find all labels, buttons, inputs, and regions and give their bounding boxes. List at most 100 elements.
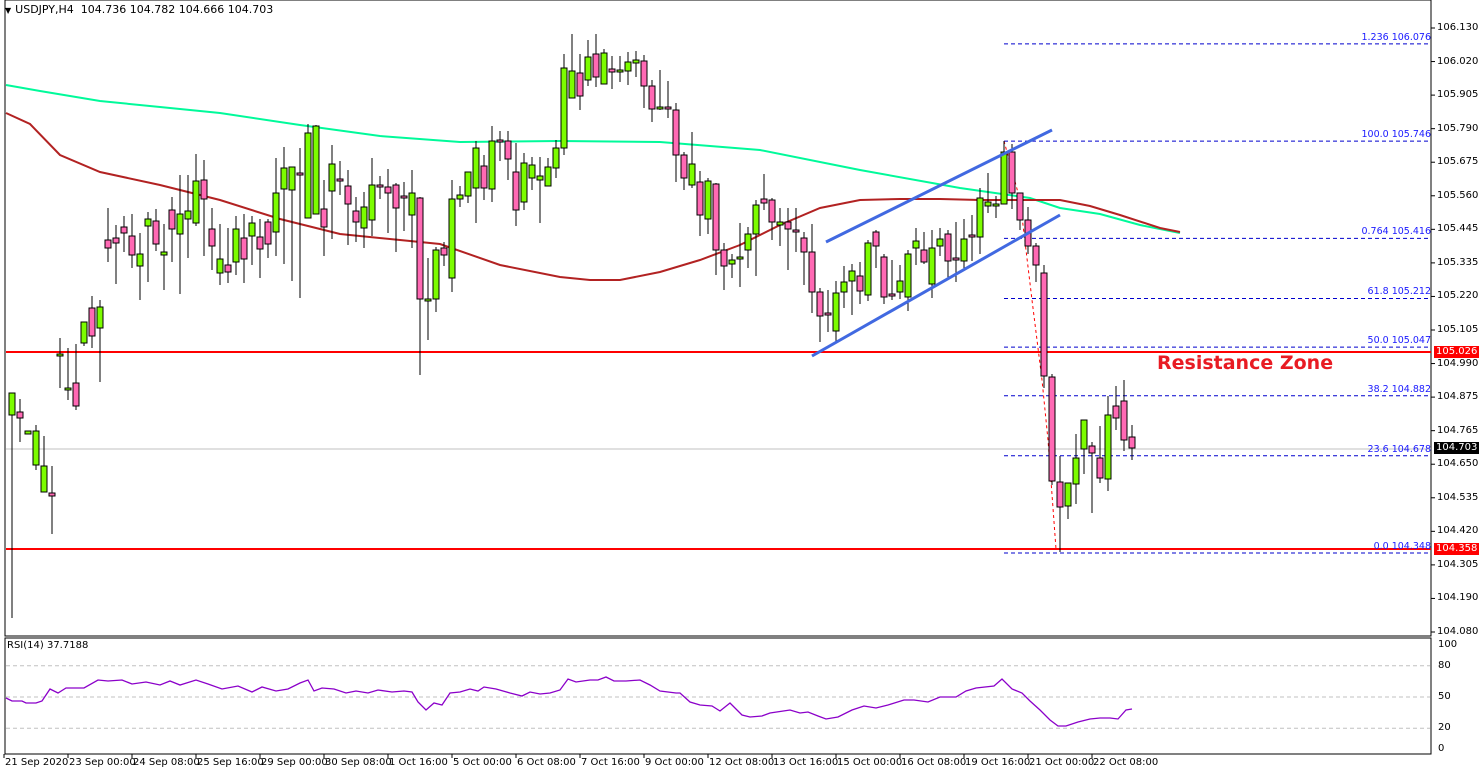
candle-body	[912, 240, 920, 249]
candle-body	[288, 166, 296, 191]
fibonacci-levels[interactable]	[1003, 43, 1431, 554]
dropdown-triangle-icon[interactable]: ▼	[5, 6, 12, 15]
candle-body	[648, 85, 656, 110]
candle-body	[1088, 445, 1096, 454]
candle-body	[1120, 400, 1128, 441]
candle	[560, 54, 568, 155]
candle-body	[872, 231, 880, 247]
candle	[712, 183, 720, 275]
fib-level-label: 0.764 105.416	[1361, 226, 1431, 238]
candle-body	[960, 238, 968, 262]
time-tick-label: 30 Sep 08:00	[325, 757, 392, 768]
candle-body	[976, 197, 984, 238]
candle-body	[208, 228, 216, 247]
price-tick-label: 104.765	[1437, 424, 1479, 436]
ohlc-values: 104.736 104.782 104.666 104.703	[80, 3, 274, 16]
candle-body	[704, 180, 712, 220]
candle	[936, 228, 944, 256]
candle	[480, 155, 488, 200]
candle-body	[696, 181, 704, 216]
candle-body	[352, 210, 360, 223]
candle-body	[464, 171, 472, 197]
candle-body	[792, 229, 800, 233]
candle-body	[1080, 419, 1088, 450]
rsi-tick-label: 0	[1438, 743, 1445, 754]
resistance-zone-annotation[interactable]: Resistance Zone	[1157, 352, 1334, 374]
candle-body	[784, 221, 792, 230]
candle	[544, 158, 552, 187]
time-axis-ticks	[3, 754, 1093, 758]
fib-level-label: 61.8 105.212	[1367, 286, 1431, 298]
candle	[496, 131, 504, 161]
candle-body	[160, 251, 168, 256]
candle	[112, 225, 120, 284]
candle-body	[360, 206, 368, 229]
time-tick-label: 15 Oct 00:00	[837, 757, 903, 768]
candle-body	[80, 321, 88, 344]
candle-body	[192, 180, 200, 224]
candle-body	[256, 236, 264, 250]
fib-level-label: 50.0 105.047	[1367, 335, 1431, 347]
price-tick-label: 104.190	[1437, 592, 1479, 604]
candle	[584, 40, 592, 86]
candle-body	[400, 195, 408, 199]
candle	[288, 166, 296, 281]
fib-level-label: 0.0 104.348	[1373, 541, 1431, 553]
time-tick-label: 13 Oct 16:00	[773, 757, 839, 768]
candle	[984, 173, 992, 213]
candle	[192, 154, 200, 226]
price-tick-label: 105.105	[1437, 324, 1479, 335]
candle	[464, 171, 472, 203]
candle-body	[544, 166, 552, 187]
candle	[96, 300, 104, 382]
candle-body	[480, 165, 488, 189]
price-tick-label: 105.905	[1437, 89, 1479, 101]
candle-body	[424, 298, 432, 302]
candle	[1112, 386, 1120, 430]
candle	[120, 216, 128, 252]
candle-body	[8, 392, 16, 416]
candle-body	[568, 70, 576, 99]
candle	[168, 197, 176, 262]
candle	[1104, 396, 1112, 491]
candle	[1032, 243, 1040, 282]
candle-body	[120, 226, 128, 234]
rsi-label: RSI(14) 37.7188	[7, 640, 89, 651]
candle	[320, 180, 328, 256]
candle-body	[440, 247, 448, 256]
candle	[360, 192, 368, 248]
candle-body	[248, 222, 256, 237]
trend-channel[interactable]	[811, 128, 1061, 358]
symbol-label: USDJPY,H4	[15, 3, 74, 16]
candle	[536, 157, 544, 223]
price-tick-label: 104.535	[1437, 491, 1479, 503]
candle	[576, 54, 584, 110]
candle-body	[24, 430, 32, 435]
candle-body	[560, 67, 568, 149]
rsi-line	[5, 676, 1133, 727]
candle	[752, 200, 760, 276]
candle	[216, 224, 224, 285]
candle-body	[88, 307, 96, 337]
candle	[472, 141, 480, 223]
candle	[24, 430, 32, 435]
candle	[32, 425, 40, 470]
horizontal-lines[interactable]	[6, 351, 1431, 550]
candle	[656, 70, 664, 110]
candle-body	[456, 194, 464, 200]
candle-body	[344, 185, 352, 205]
candle	[648, 80, 656, 122]
candle	[328, 145, 336, 239]
candle	[232, 216, 240, 275]
resistance-price-tag: 105.026	[1434, 346, 1480, 358]
candle-body	[176, 213, 184, 235]
candle	[1056, 456, 1064, 552]
time-tick-label: 1 Oct 16:00	[389, 757, 448, 768]
candle-body	[432, 249, 440, 300]
candle	[208, 208, 216, 270]
candle-body	[936, 238, 944, 247]
candle-body	[448, 198, 456, 279]
candle-body	[496, 139, 504, 143]
